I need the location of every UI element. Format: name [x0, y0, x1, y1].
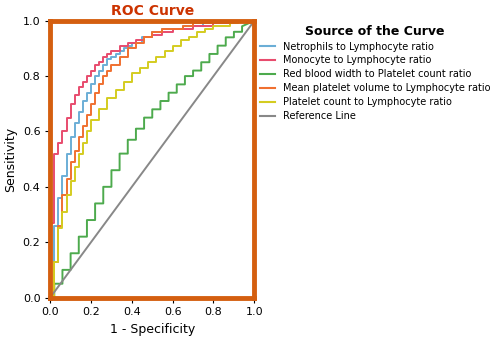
Netrophils to Lymphocyte ratio [210, 19, 216, 23]
Mean platelet volume to Lymphocyte ratio [88, 102, 94, 106]
Red blood width to Platelet count ratio [166, 91, 172, 95]
Red blood width to Platelet count ratio [190, 74, 196, 78]
Legend: Netrophils to Lymphocyte ratio, Monocyte to Lymphocyte ratio, Red blood width to: Netrophils to Lymphocyte ratio, Monocyte… [256, 21, 494, 125]
Line: Netrophils to Lymphocyte ratio: Netrophils to Lymphocyte ratio [50, 21, 255, 298]
Netrophils to Lymphocyte ratio [47, 295, 53, 300]
Red blood width to Platelet count ratio [239, 24, 245, 28]
Red blood width to Platelet count ratio [116, 152, 122, 156]
Platelet count to Lymphocyte ratio [235, 19, 241, 23]
Red blood width to Platelet count ratio [60, 268, 66, 272]
Mean platelet volume to Lymphocyte ratio [133, 41, 139, 45]
Platelet count to Lymphocyte ratio [88, 130, 94, 134]
Red blood width to Platelet count ratio [100, 201, 106, 205]
Red blood width to Platelet count ratio [198, 60, 204, 64]
Red blood width to Platelet count ratio [108, 168, 114, 172]
Mean platelet volume to Lymphocyte ratio [108, 69, 114, 73]
Monocyte to Lymphocyte ratio [108, 52, 114, 56]
Red blood width to Platelet count ratio [198, 69, 204, 73]
Red blood width to Platelet count ratio [182, 74, 188, 78]
Red blood width to Platelet count ratio [84, 218, 90, 222]
Line: Mean platelet volume to Lymphocyte ratio: Mean platelet volume to Lymphocyte ratio [50, 21, 255, 298]
Red blood width to Platelet count ratio [100, 185, 106, 189]
Red blood width to Platelet count ratio [52, 295, 58, 300]
Platelet count to Lymphocyte ratio [47, 295, 53, 300]
Red blood width to Platelet count ratio [150, 116, 156, 120]
Red blood width to Platelet count ratio [158, 107, 164, 111]
Red blood width to Platelet count ratio [174, 91, 180, 95]
Red blood width to Platelet count ratio [141, 116, 147, 120]
Line: Monocyte to Lymphocyte ratio: Monocyte to Lymphocyte ratio [50, 21, 255, 298]
Monocyte to Lymphocyte ratio [108, 49, 114, 53]
Netrophils to Lymphocyte ratio [100, 63, 106, 67]
Netrophils to Lymphocyte ratio [252, 19, 258, 23]
Platelet count to Lymphocyte ratio [88, 118, 94, 122]
Mean platelet volume to Lymphocyte ratio [116, 55, 122, 59]
Red blood width to Platelet count ratio [116, 168, 122, 172]
Platelet count to Lymphocyte ratio [68, 179, 73, 183]
Netrophils to Lymphocyte ratio [120, 49, 126, 53]
Netrophils to Lymphocyte ratio [64, 152, 70, 156]
Platelet count to Lymphocyte ratio [84, 140, 90, 144]
Red blood width to Platelet count ratio [47, 295, 53, 300]
Monocyte to Lymphocyte ratio [150, 35, 156, 39]
Monocyte to Lymphocyte ratio [47, 295, 53, 300]
Red blood width to Platelet count ratio [150, 107, 156, 111]
Red blood width to Platelet count ratio [222, 35, 228, 39]
Mean platelet volume to Lymphocyte ratio [252, 19, 258, 23]
X-axis label: 1 - Specificity: 1 - Specificity [110, 323, 195, 336]
Mean platelet volume to Lymphocyte ratio [68, 176, 73, 181]
Red blood width to Platelet count ratio [76, 235, 82, 239]
Monocyte to Lymphocyte ratio [252, 19, 258, 23]
Red blood width to Platelet count ratio [108, 185, 114, 189]
Red blood width to Platelet count ratio [125, 152, 131, 156]
Title: ROC Curve: ROC Curve [110, 4, 194, 18]
Mean platelet volume to Lymphocyte ratio [116, 63, 122, 67]
Red blood width to Platelet count ratio [239, 30, 245, 34]
Red blood width to Platelet count ratio [190, 69, 196, 73]
Red blood width to Platelet count ratio [52, 282, 58, 286]
Red blood width to Platelet count ratio [174, 82, 180, 86]
Platelet count to Lymphocyte ratio [252, 19, 258, 23]
Red blood width to Platelet count ratio [158, 99, 164, 103]
Red blood width to Platelet count ratio [125, 138, 131, 142]
Red blood width to Platelet count ratio [222, 44, 228, 48]
Netrophils to Lymphocyte ratio [112, 55, 118, 59]
Red blood width to Platelet count ratio [231, 30, 237, 34]
Red blood width to Platelet count ratio [182, 82, 188, 86]
Red blood width to Platelet count ratio [206, 52, 212, 56]
Red blood width to Platelet count ratio [214, 52, 220, 56]
Red blood width to Platelet count ratio [92, 218, 98, 222]
Red blood width to Platelet count ratio [60, 282, 66, 286]
Mean platelet volume to Lymphocyte ratio [47, 295, 53, 300]
Red blood width to Platelet count ratio [92, 201, 98, 205]
Red blood width to Platelet count ratio [141, 126, 147, 131]
Red blood width to Platelet count ratio [68, 251, 73, 255]
Red blood width to Platelet count ratio [76, 251, 82, 255]
Netrophils to Lymphocyte ratio [129, 41, 135, 45]
Line: Red blood width to Platelet count ratio: Red blood width to Platelet count ratio [50, 21, 255, 298]
Red blood width to Platelet count ratio [68, 268, 73, 272]
Netrophils to Lymphocyte ratio [139, 41, 145, 45]
Monocyte to Lymphocyte ratio [231, 19, 237, 23]
Red blood width to Platelet count ratio [84, 235, 90, 239]
Y-axis label: Sensitivity: Sensitivity [4, 126, 17, 192]
Red blood width to Platelet count ratio [166, 99, 172, 103]
Mean platelet volume to Lymphocyte ratio [210, 19, 216, 23]
Red blood width to Platelet count ratio [231, 35, 237, 39]
Platelet count to Lymphocyte ratio [162, 55, 168, 59]
Line: Platelet count to Lymphocyte ratio: Platelet count to Lymphocyte ratio [50, 21, 255, 298]
Monocyte to Lymphocyte ratio [76, 94, 82, 98]
Red blood width to Platelet count ratio [133, 138, 139, 142]
Red blood width to Platelet count ratio [214, 44, 220, 48]
Red blood width to Platelet count ratio [252, 19, 258, 23]
Red blood width to Platelet count ratio [133, 126, 139, 131]
Red blood width to Platelet count ratio [206, 60, 212, 64]
Monocyte to Lymphocyte ratio [190, 27, 196, 31]
Monocyte to Lymphocyte ratio [116, 44, 122, 48]
Platelet count to Lymphocyte ratio [80, 152, 86, 156]
